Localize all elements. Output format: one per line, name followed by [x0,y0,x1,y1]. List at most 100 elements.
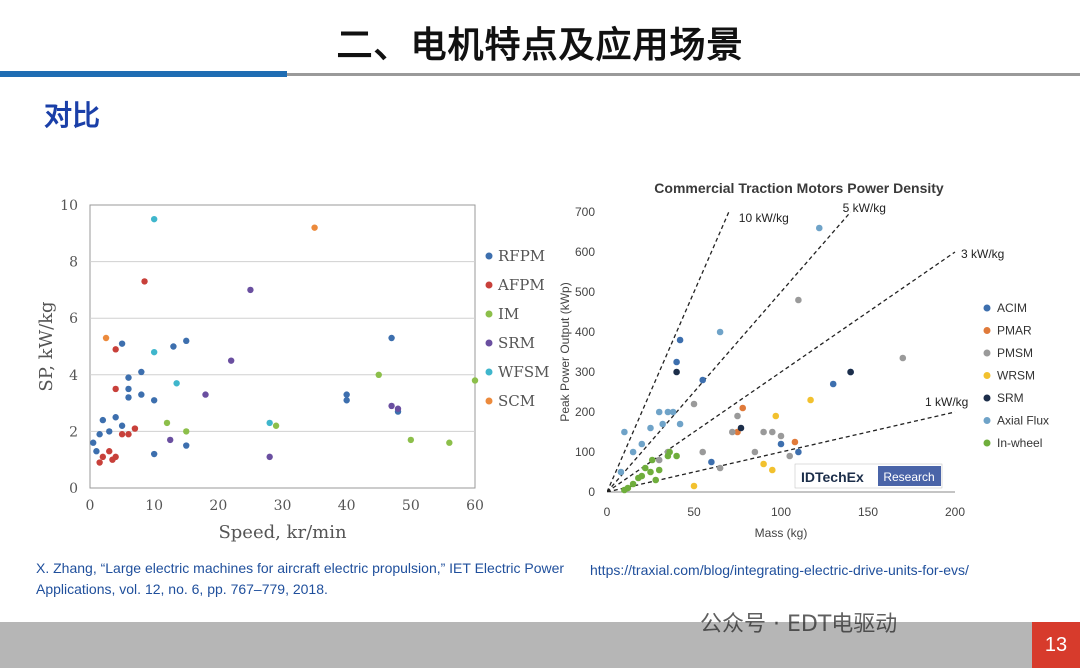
data-point-rfpm [125,385,132,393]
right-chart-container: Commercial Traction Motors Power Density… [545,172,1065,552]
title-rule-accent [0,71,287,77]
data-point-afpm [112,385,119,393]
data-point-scm [311,224,318,231]
data-point-rfpm [112,414,119,421]
data-point-axial-flux [676,420,684,428]
legend-label: PMSM [997,346,1033,360]
y-tick-label: 200 [575,405,595,419]
data-point-srm [394,405,402,412]
legend-label: AFPM [497,276,545,294]
data-point-wfsm [150,215,158,223]
data-point-scm [102,334,110,342]
data-point-rfpm [343,391,350,398]
legend-marker-in-wheel [983,439,991,447]
x-tick-label: 0 [86,498,95,514]
data-point-afpm [118,431,126,438]
footer-bar [0,622,1080,668]
legend-marker-rfpm [485,252,493,260]
x-tick-label: 50 [402,498,420,514]
legend-marker-im [485,310,493,318]
data-point-axial-flux [716,328,724,336]
data-point-srm [227,357,235,364]
legend-marker-pmar [983,327,991,334]
legend-label: Axial Flux [997,414,1049,428]
x-tick-label: 0 [604,505,611,519]
data-point-afpm [96,459,103,466]
data-point-acim [777,440,785,448]
data-point-pmsm [655,456,663,464]
data-point-wrsm [772,412,780,420]
data-point-axial-flux [659,420,666,428]
data-point-axial-flux [815,224,823,232]
y-tick-label: 0 [588,485,595,499]
data-point-pmsm [769,428,776,436]
data-point-in-wheel [641,464,649,472]
data-point-im [183,428,190,435]
data-point-pmsm [728,428,736,436]
reference-line-label: 10 kW/kg [739,211,789,225]
data-point-rfpm [125,374,132,381]
legend-marker-srm [485,339,493,347]
data-point-srm [202,391,209,398]
reference-line-label: 1 kW/kg [925,395,968,409]
y-tick-label: 100 [575,445,595,459]
data-point-axial-flux [647,424,654,432]
legend-marker-wfsm [485,368,493,376]
data-point-pmsm [690,400,698,408]
data-point-acim [795,448,802,456]
data-point-rfpm [125,394,132,401]
x-tick-label: 40 [338,498,356,514]
x-tick-label: 10 [145,498,163,514]
reference-line-label: 5 kW/kg [843,201,886,215]
page-number: 13 [1032,622,1080,668]
data-point-in-wheel [647,468,654,476]
data-point-wrsm [807,396,814,404]
legend-label: SRM [997,391,1024,405]
data-point-srm [388,402,395,410]
data-point-pmar [791,438,799,446]
legend-marker-pmsm [983,349,991,357]
data-point-axial-flux [638,440,646,448]
plot-area [89,204,476,489]
data-point-afpm [112,346,119,353]
data-point-axial-flux [621,428,628,436]
legend-label: RFPM [498,247,545,265]
watermark-text: 公众号 · EDT电驱动 [700,612,898,637]
data-point-in-wheel [648,456,656,464]
data-point-pmsm [751,448,759,456]
legend-label: SRM [498,334,535,352]
y-tick-label: 6 [69,311,78,327]
data-point-srm [673,368,680,376]
data-point-im [272,422,280,429]
data-point-in-wheel [638,472,646,480]
data-point-acim [676,336,684,344]
y-tick-label: 600 [575,245,595,259]
legend-marker-scm [485,397,493,405]
y-tick-label: 10 [60,198,78,214]
data-point-acim [673,358,680,366]
title-rule [287,73,1080,76]
x-tick-label: 30 [274,498,292,514]
data-point-wrsm [760,460,767,468]
data-point-axial-flux [669,408,677,416]
data-point-in-wheel [652,476,660,484]
data-point-axial-flux [655,408,663,416]
data-point-srm [266,453,273,461]
legend-label: In-wheel [997,436,1042,450]
legend-marker-axial-flux [983,417,991,424]
data-point-srm [247,286,254,294]
citation-right[interactable]: https://traxial.com/blog/integrating-ele… [590,562,969,578]
data-point-acim [829,380,837,388]
data-point-im [446,439,453,446]
data-point-rfpm [183,442,190,449]
y-tick-label: 700 [575,205,595,219]
data-point-rfpm [118,422,126,429]
y-tick-label: 300 [575,365,595,379]
data-point-acim [708,458,715,466]
y-axis-label: Peak Power Output (kWp) [558,282,572,421]
data-point-im [471,377,479,384]
data-point-rfpm [388,334,395,342]
data-point-srm [167,436,174,444]
data-point-afpm [131,425,139,432]
speed-power-scatter-chart: 0 2 4 6 8 10 0 10 20 30 40 50 60 Speed, kr/min SP, kW/… [36,198,549,543]
